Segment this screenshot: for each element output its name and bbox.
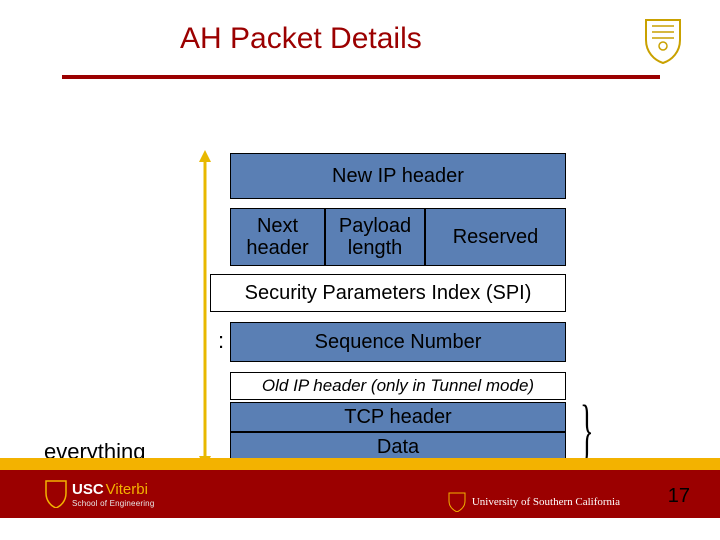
usc-wordmark: University of Southern California bbox=[448, 492, 620, 512]
packet-cell-spi: Security Parameters Index (SPI) bbox=[210, 274, 566, 312]
viterbi-logo: USCViterbi School of Engineering bbox=[44, 480, 154, 508]
usc-shield-icon bbox=[642, 18, 684, 69]
packet-cell-newip: New IP header bbox=[230, 153, 566, 199]
packet-cell-tcp: TCP header bbox=[230, 402, 566, 432]
packet-cell-seq: Sequence Number bbox=[230, 322, 566, 362]
span-arrow-icon bbox=[190, 148, 220, 470]
footer-gold-bar bbox=[0, 458, 720, 470]
page-number: 17 bbox=[668, 485, 690, 508]
packet-cell-oldip: Old IP header (only in Tunnel mode) bbox=[230, 372, 566, 400]
usc-wordmark-text: University of Southern California bbox=[472, 496, 620, 508]
title-underline bbox=[62, 75, 660, 79]
page-title: AH Packet Details bbox=[180, 22, 422, 56]
viterbi-usc: USC bbox=[72, 481, 104, 498]
packet-cell-ah_row-2: Reserved bbox=[425, 208, 566, 266]
viterbi-name: Viterbi bbox=[106, 481, 148, 498]
packet-cell-ah_row-0: Next header bbox=[230, 208, 325, 266]
usc-shield-small-icon bbox=[448, 492, 466, 512]
viterbi-shield-icon bbox=[44, 480, 68, 508]
brace-icon: } bbox=[580, 396, 593, 466]
viterbi-sub: School of Engineering bbox=[72, 499, 154, 508]
packet-cell-ah_row-1: Payload length bbox=[325, 208, 425, 266]
